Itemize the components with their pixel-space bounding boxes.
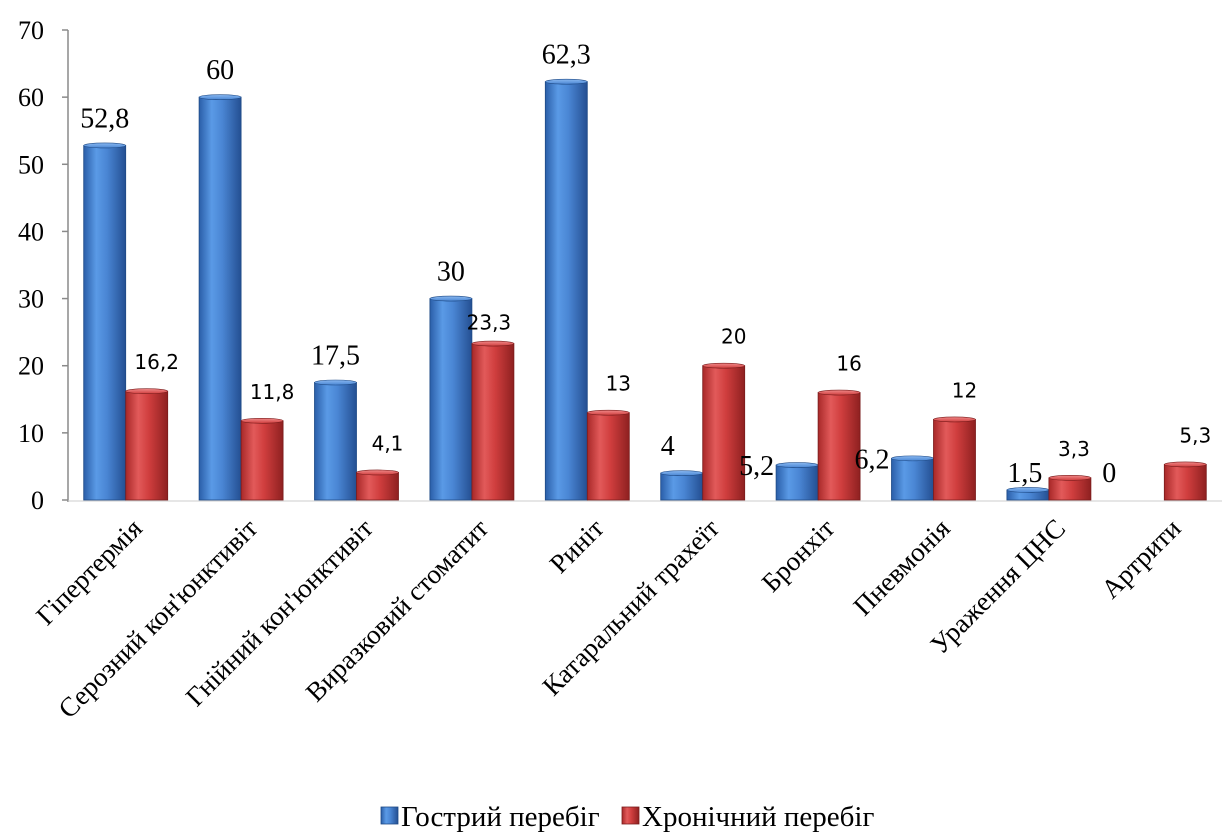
bar-top: [240, 417, 284, 424]
bar-top: [586, 409, 630, 416]
legend-swatch-acute: [380, 806, 399, 825]
bar-chronic: [471, 343, 515, 501]
bar-acute: [314, 382, 357, 501]
bar-top: [660, 470, 704, 476]
bar-top: [933, 416, 976, 423]
data-label: 12: [952, 378, 977, 402]
category-label: Гіпертермія: [30, 513, 148, 631]
category-label: Артрити: [1095, 513, 1186, 604]
bar-top: [356, 469, 399, 476]
legend-label: Гострий перебіг: [401, 801, 600, 833]
legend-label: Хронічний перебіг: [642, 801, 874, 833]
y-tick-label: 0: [31, 486, 44, 515]
bar-top: [125, 388, 168, 395]
bar-chronic: [240, 420, 284, 501]
data-label: 3,3: [1058, 437, 1090, 461]
bar-chronic: [933, 419, 976, 501]
y-tick-label: 10: [18, 419, 44, 448]
bars: [83, 78, 1207, 501]
legend: Гострий перебіг Хронічний перебіг: [380, 801, 874, 833]
data-label: 16: [836, 352, 861, 376]
y-tick-label: 20: [18, 352, 44, 381]
bar-chronic: [125, 390, 169, 501]
category-label: Пневмонія: [847, 513, 955, 621]
bar-acute: [544, 81, 588, 501]
data-label: 4: [661, 431, 675, 462]
bar-top: [314, 379, 357, 386]
category-label: Бронхіт: [756, 513, 841, 598]
category-label: Гнійний кон'юнктивіт: [180, 513, 379, 712]
data-label: 52,8: [80, 103, 129, 134]
bar-top: [891, 455, 934, 462]
y-tick-label: 50: [18, 150, 44, 179]
legend-swatch-chronic: [621, 806, 640, 825]
bar-acute: [775, 464, 819, 501]
bar-acute: [660, 472, 704, 501]
bar-top: [817, 389, 861, 396]
bar-top: [1164, 461, 1207, 468]
bar-top: [471, 340, 515, 347]
data-label: 62,3: [542, 40, 591, 71]
data-label: 30: [437, 257, 465, 288]
bar-top: [702, 362, 746, 369]
bar-top: [429, 295, 473, 302]
bar-top: [544, 78, 588, 85]
bar-top: [198, 94, 242, 100]
bar-chronic: [586, 412, 630, 501]
data-label: 13: [606, 372, 631, 396]
bar-acute: [198, 96, 242, 501]
bar-chronic: [356, 472, 399, 501]
category-label: Серозний кон'юнктивіт: [52, 513, 263, 724]
data-label: 6,2: [855, 444, 890, 475]
y-tick-label: 60: [18, 83, 44, 112]
bar-acute: [891, 457, 934, 501]
bar-chronic: [1048, 477, 1092, 501]
y-tick-label: 70: [18, 16, 44, 45]
category-label: Риніт: [544, 513, 610, 579]
data-label: 0: [1102, 458, 1116, 489]
data-label: 5,3: [1179, 423, 1211, 447]
bar-top: [83, 142, 126, 149]
data-label: 17,5: [311, 341, 360, 372]
data-label: 16,2: [134, 350, 179, 374]
data-label: 20: [721, 325, 746, 349]
bar-top: [1048, 475, 1092, 481]
data-label: 11,8: [250, 380, 295, 404]
bar-acute: [429, 298, 473, 501]
data-label: 1,5: [1007, 458, 1042, 489]
data-label: 4,1: [372, 431, 404, 455]
bar-chronic: [1163, 464, 1207, 501]
data-label: 23,3: [467, 311, 512, 335]
data-label: 5,2: [739, 451, 774, 482]
bar-top: [775, 462, 819, 468]
data-label: 60: [206, 55, 234, 86]
bar-acute: [83, 145, 127, 501]
y-tick-label: 30: [18, 285, 44, 314]
y-tick-label: 40: [18, 217, 44, 246]
